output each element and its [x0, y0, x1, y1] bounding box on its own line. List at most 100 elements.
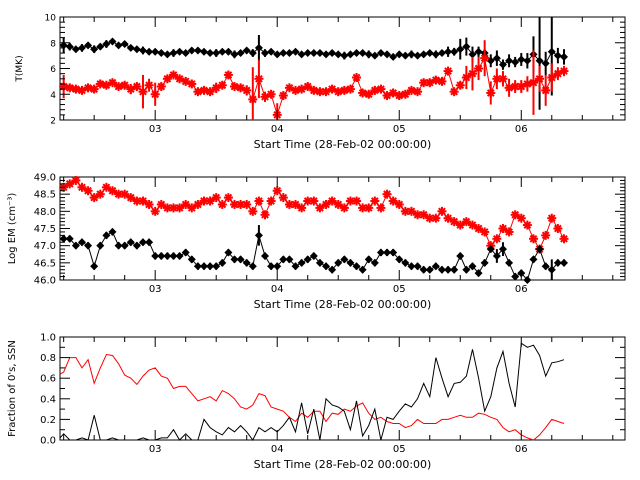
temperature-t-red-point: [187, 79, 197, 89]
emission-measure-em-black-point: [401, 258, 410, 267]
temperature-t-red-point: [443, 66, 453, 76]
temperature-t-red-point: [266, 89, 276, 99]
fraction-ytick-label: 1.0: [40, 333, 56, 344]
emission-measure-em-black-point: [535, 245, 544, 254]
fraction-xtick-label: 06: [515, 444, 528, 455]
emission-measure-em-red-point: [120, 189, 130, 199]
temperature-t-black-point: [322, 50, 331, 59]
temperature-xtick-label: 04: [271, 124, 284, 135]
emission-measure-em-red-point: [406, 206, 416, 216]
emission-measure-em-black-point: [254, 231, 263, 240]
emission-measure-em-black-point: [444, 265, 453, 274]
emission-measure-em-black-point: [322, 262, 331, 271]
emission-measure-em-red-point: [541, 230, 551, 240]
temperature-t-red-point: [144, 80, 154, 90]
emission-measure-em-red-point: [333, 199, 343, 209]
temperature-t-black-point: [212, 49, 221, 58]
emission-measure-ytick-label: 48.5: [34, 190, 56, 201]
temperature-t-black-point: [401, 51, 410, 60]
temperature-t-black-point: [328, 49, 337, 58]
temperature-t-black-point: [169, 49, 178, 58]
temperature-t-red-point: [559, 66, 569, 76]
emission-measure-xtick-label: 05: [393, 284, 406, 295]
temperature-xtick-label: 06: [515, 124, 528, 135]
emission-measure-em-black-point: [248, 262, 257, 271]
emission-measure-em-red-point: [297, 203, 307, 213]
emission-measure-em-black-point: [407, 262, 416, 271]
temperature-t-black-point: [395, 50, 404, 59]
emission-measure-em-red-point: [132, 196, 142, 206]
emission-measure-em-black-point: [71, 241, 80, 250]
temperature-xlabel: Start Time (28-Feb-02 00:00:00): [254, 138, 432, 151]
emission-measure-em-red-point: [528, 234, 538, 244]
temperature-t-red-point: [89, 84, 99, 94]
emission-measure-em-red-point: [492, 234, 502, 244]
temperature-t-black-point: [193, 46, 202, 55]
emission-measure-em-black-point: [132, 241, 141, 250]
emission-measure-em-black-point: [529, 255, 538, 264]
temperature-t-black-point: [389, 52, 398, 61]
emission-measure-em-red-point: [522, 220, 532, 230]
emission-measure-em-black-point: [334, 258, 343, 267]
emission-measure-em-black-point: [114, 241, 123, 250]
temperature-t-red-point: [486, 88, 496, 98]
emission-measure-em-red-point: [419, 210, 429, 220]
emission-measure-em-red-point: [187, 203, 197, 213]
temperature-t-black-point: [346, 50, 355, 59]
temperature-t-black-point: [206, 49, 215, 58]
emission-measure-em-red-point: [480, 227, 490, 237]
temperature-t-black-point: [535, 56, 544, 65]
fraction-ytick-label: 0.8: [40, 353, 56, 364]
emission-measure-em-red-point: [266, 196, 276, 206]
temperature-t-red-point: [400, 89, 410, 99]
temperature-t-black-point: [236, 49, 245, 58]
temperature-ytick-label: 2: [50, 117, 56, 127]
temperature-ytick-label: 6: [50, 65, 56, 75]
temperature-t-black-point: [254, 43, 263, 52]
temperature-t-black-point: [450, 47, 459, 56]
emission-measure-em-black-point: [273, 262, 282, 271]
emission-measure-em-red-point: [205, 196, 215, 206]
fraction-ytick-label: 0.4: [40, 394, 56, 405]
fraction-axes: 0.0 0.2 0.4 0.6 0.8 1.0 03 04 05 06: [40, 333, 625, 455]
emission-measure-em-red-point: [242, 199, 252, 209]
emission-measure-em-black-point: [389, 248, 398, 257]
temperature-t-red-point: [278, 91, 288, 101]
temperature-t-black-point: [230, 50, 239, 59]
emission-measure-em-red-point: [211, 193, 221, 203]
emission-measure-em-black-point: [285, 255, 294, 264]
emission-measure-em-red-point: [89, 193, 99, 203]
temperature-t-black-point: [547, 47, 556, 56]
emission-measure-em-red-point: [71, 175, 81, 185]
emission-measure-em-black-point: [120, 241, 129, 250]
emission-measure-em-black-point: [187, 255, 196, 264]
temperature-t-red-point: [364, 89, 374, 99]
temperature-t-black-point: [297, 50, 306, 59]
temperature-t-black-point: [145, 47, 154, 56]
emission-measure-em-black-point: [279, 255, 288, 264]
emission-measure-em-red-point: [474, 224, 484, 233]
temperature-t-black-point: [523, 56, 532, 65]
temperature-t-black-point: [248, 49, 257, 58]
temperature-xtick-label: 03: [149, 124, 162, 135]
emission-measure-em-black-point: [474, 269, 483, 278]
emission-measure-xtick-label: 03: [149, 284, 162, 295]
emission-measure-em-black-point: [419, 265, 428, 274]
emission-measure-em-red-point: [364, 203, 374, 213]
emission-measure-em-black-point: [395, 255, 404, 264]
temperature-t-black-point: [444, 47, 453, 56]
emission-measure-em-black-point: [193, 262, 202, 271]
emission-measure-em-black-point: [340, 255, 349, 264]
emission-measure-em-red-point: [248, 206, 258, 216]
temperature-t-black-point: [517, 55, 526, 64]
emission-measure-xtick-label: 06: [515, 284, 528, 295]
emission-measure-em-red-point: [437, 206, 447, 216]
fraction-ytick-label: 0.6: [40, 374, 56, 385]
temperature-t-black-point: [59, 41, 68, 50]
emission-measure-em-black-point: [151, 251, 160, 260]
emission-measure-em-black-point: [303, 255, 312, 264]
emission-measure-em-black-point: [541, 262, 550, 271]
temperature-t-black-point: [114, 41, 123, 50]
emission-measure-em-black-point: [456, 251, 465, 260]
